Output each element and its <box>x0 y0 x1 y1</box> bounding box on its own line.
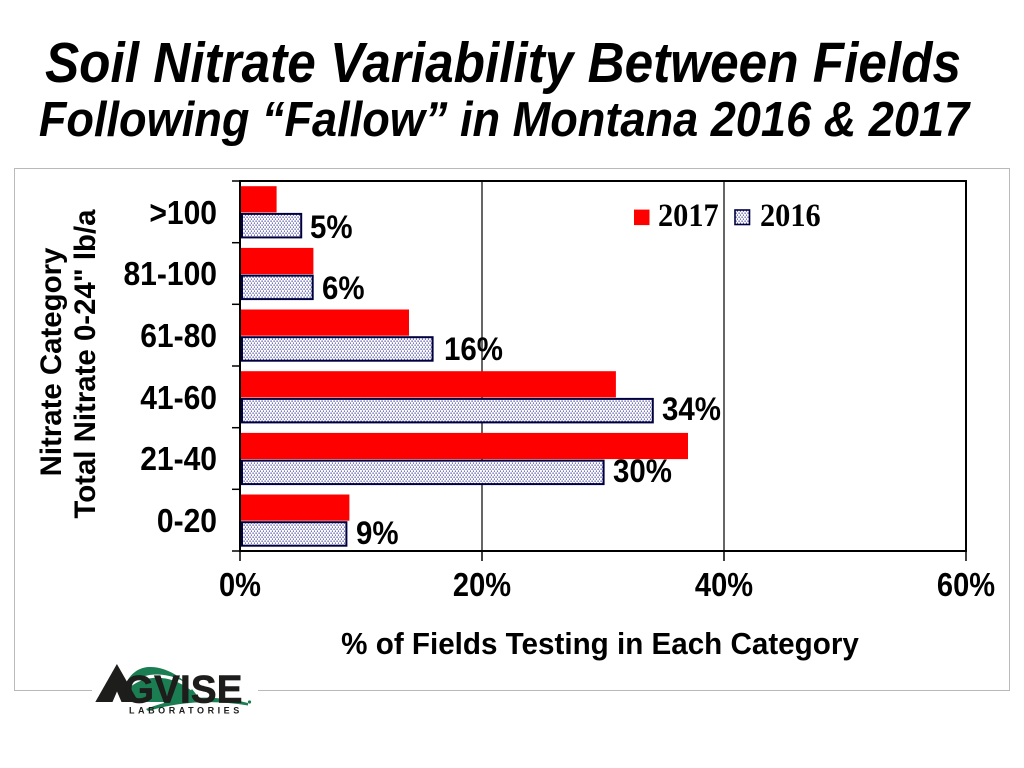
svg-text:GVISE: GVISE <box>124 669 243 712</box>
svg-text:LABORATORIES: LABORATORIES <box>129 706 243 716</box>
